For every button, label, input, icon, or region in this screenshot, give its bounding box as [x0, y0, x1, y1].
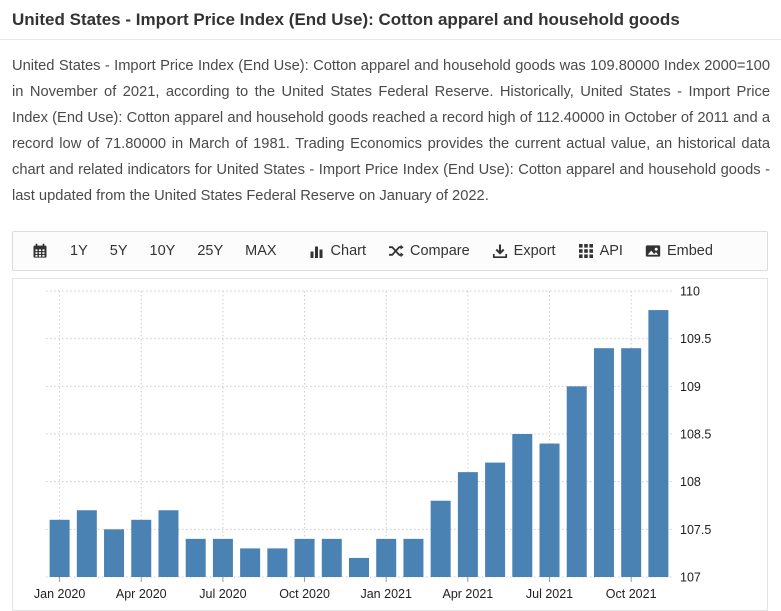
bar-jul-2021[interactable]: [539, 443, 560, 577]
export-icon: [492, 243, 508, 259]
chart-icon: [309, 243, 325, 259]
bar-sep-2021[interactable]: [593, 348, 614, 577]
range-group: 1Y 5Y 10Y 25Y MAX: [59, 237, 288, 265]
range-button-10y[interactable]: 10Y: [139, 237, 187, 265]
bar-feb-2020[interactable]: [76, 510, 97, 577]
page-title: United States - Import Price Index (End …: [0, 0, 781, 40]
bar-may-2021[interactable]: [485, 462, 506, 577]
bar-mar-2020[interactable]: [104, 529, 125, 577]
y-axis-label: 110: [680, 285, 700, 299]
embed-icon: [645, 243, 661, 259]
toolbar-button-label: API: [599, 243, 623, 259]
api-icon: [578, 243, 594, 259]
bar-nov-2020[interactable]: [321, 538, 342, 577]
bar-dec-2020[interactable]: [349, 557, 369, 577]
x-axis-label: Jan 2021: [360, 587, 411, 601]
bar-apr-2020[interactable]: [131, 519, 152, 577]
embed-button[interactable]: Embed: [634, 237, 724, 265]
description-paragraph: United States - Import Price Index (End …: [12, 58, 770, 204]
bar-oct-2021[interactable]: [621, 348, 642, 577]
bar-apr-2021[interactable]: [457, 472, 478, 577]
range-button-max[interactable]: MAX: [234, 237, 287, 265]
bar-chart[interactable]: 107 107.5 108 108.5 109 109.5 110 Jan 2020 Apr 2…: [13, 279, 767, 610]
toolbar-button-label: Embed: [666, 243, 713, 259]
range-button-25y[interactable]: 25Y: [186, 237, 234, 265]
x-axis-label: Oct 2020: [279, 587, 330, 601]
chart-button[interactable]: Chart: [298, 237, 377, 265]
compare-icon: [388, 243, 404, 259]
x-axis-label: Oct 2021: [606, 587, 657, 601]
x-axis-label: Apr 2020: [116, 587, 167, 601]
y-axis-label: 107: [680, 571, 701, 585]
bar-jan-2021[interactable]: [376, 538, 397, 577]
range-button-1y[interactable]: 1Y: [59, 237, 99, 265]
x-axis-label: Jul 2020: [199, 587, 246, 601]
bar-jun-2021[interactable]: [512, 434, 533, 577]
y-axis-label: 107.5: [680, 523, 711, 537]
chart-toolbar: 1Y 5Y 10Y 25Y MAX Chart Compare Export API Embed: [12, 231, 768, 271]
y-axis-label: 108.5: [680, 428, 711, 442]
bar-nov-2021[interactable]: [648, 310, 669, 577]
bar-mar-2021[interactable]: [430, 500, 451, 577]
export-button[interactable]: Export: [481, 237, 567, 265]
api-button[interactable]: API: [567, 237, 634, 265]
bar-jan-2020[interactable]: [49, 519, 70, 577]
y-axis-label: 109.5: [680, 332, 711, 346]
calendar-icon: [32, 243, 48, 259]
bar-jun-2020[interactable]: [185, 538, 206, 577]
bar-oct-2020[interactable]: [294, 538, 315, 577]
toolbar-button-label: Compare: [410, 243, 470, 259]
calendar-button[interactable]: [21, 237, 59, 265]
x-axis-label: Apr 2021: [443, 587, 494, 601]
bar-may-2020[interactable]: [158, 510, 179, 577]
bar-sep-2020[interactable]: [267, 548, 288, 577]
y-axis-label: 108: [680, 475, 701, 489]
toolbar-button-label: Chart: [330, 243, 367, 259]
compare-button[interactable]: Compare: [377, 237, 481, 265]
bar-jul-2020[interactable]: [212, 538, 233, 577]
range-button-5y[interactable]: 5Y: [99, 237, 139, 265]
action-group: Chart Compare Export API Embed: [298, 237, 724, 265]
chart-container: 107 107.5 108 108.5 109 109.5 110 Jan 2020 Apr 2…: [12, 278, 768, 611]
x-axis-label: Jan 2020: [34, 587, 85, 601]
bar-aug-2020[interactable]: [240, 548, 261, 577]
toolbar-button-label: Export: [513, 243, 556, 259]
bar-feb-2021[interactable]: [403, 538, 424, 577]
y-axis-label: 109: [680, 380, 701, 394]
x-axis-label: Jul 2021: [526, 587, 573, 601]
bar-aug-2021[interactable]: [566, 386, 587, 577]
